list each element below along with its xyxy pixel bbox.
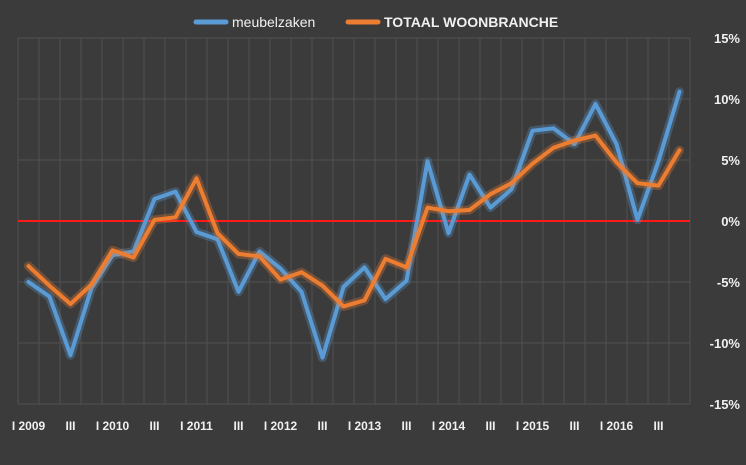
series-lines xyxy=(24,87,684,363)
legend: meubelzaken TOTAAL WOONBRANCHE xyxy=(193,14,558,30)
x-tick-label: I 2013 xyxy=(348,419,382,433)
x-tick-label: III xyxy=(401,419,411,433)
y-tick-label: -10% xyxy=(710,336,741,351)
x-tick-label: I 2010 xyxy=(96,419,130,433)
x-tick-label: I 2016 xyxy=(600,419,634,433)
y-tick-label: 5% xyxy=(721,153,740,168)
x-tick-label: I 2011 xyxy=(180,419,213,433)
y-tick-label: 10% xyxy=(714,92,740,107)
y-tick-label: -5% xyxy=(717,275,741,290)
x-tick-label: III xyxy=(569,419,579,433)
x-tick-label: I 2009 xyxy=(12,419,46,433)
y-tick-label: 0% xyxy=(721,214,740,229)
y-axis-tick-labels: 15% 10% 5% 0% -5% -10% -15% xyxy=(710,31,741,412)
x-tick-label: III xyxy=(317,419,327,433)
x-tick-label: III xyxy=(65,419,75,433)
legend-label-totaal-woonbranche: TOTAAL WOONBRANCHE xyxy=(384,14,558,30)
x-tick-label: I 2014 xyxy=(432,419,466,433)
series-line-totaal-woonbranche xyxy=(26,133,682,309)
x-tick-label: I 2015 xyxy=(516,419,550,433)
y-tick-label: 15% xyxy=(714,31,740,46)
x-tick-label: I 2012 xyxy=(264,419,298,433)
legend-label-meubelzaken: meubelzaken xyxy=(232,14,315,30)
x-tick-label: III xyxy=(653,419,663,433)
y-tick-label: -15% xyxy=(710,397,741,412)
x-tick-label: III xyxy=(149,419,159,433)
x-tick-label: III xyxy=(485,419,495,433)
x-axis-tick-labels: I 2009 III I 2010 III I 2011 III I 2012 III I 20… xyxy=(12,419,664,433)
x-tick-label: III xyxy=(233,419,243,433)
